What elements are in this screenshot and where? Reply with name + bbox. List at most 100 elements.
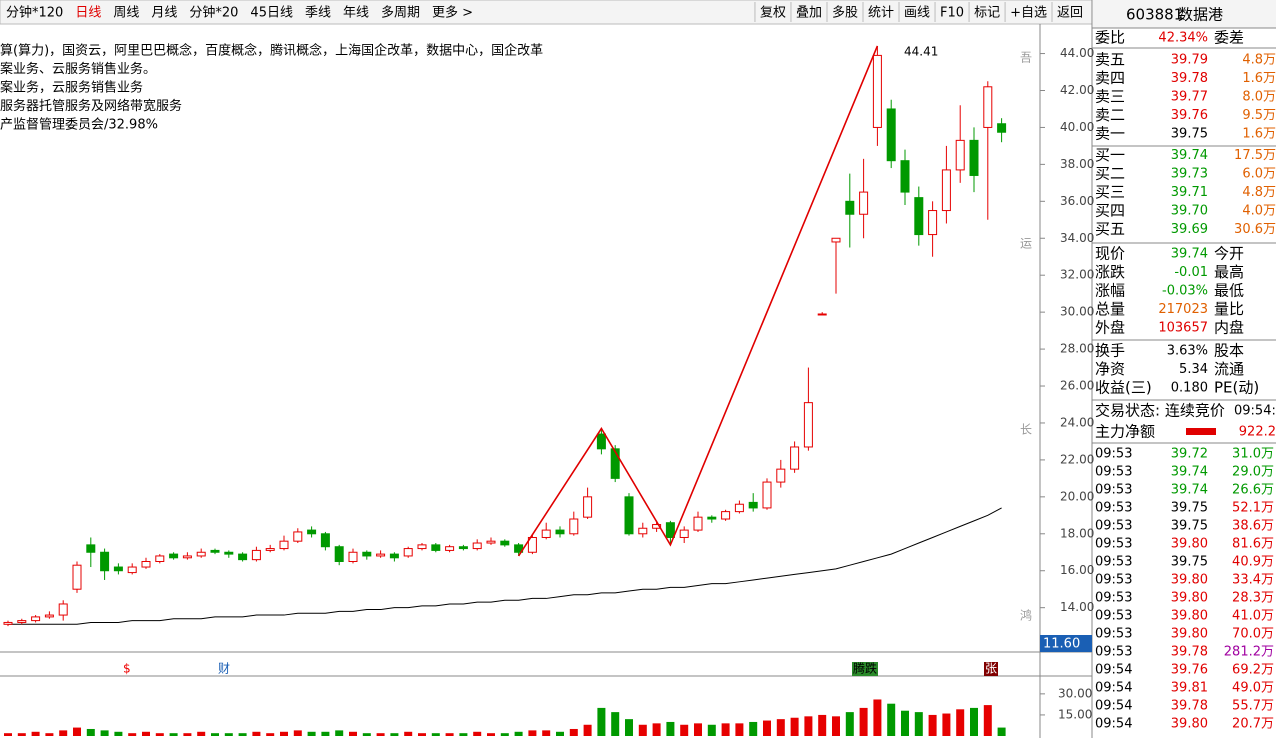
candle-body — [472, 542, 482, 550]
candle-body — [72, 564, 82, 590]
toolbar-button[interactable]: 统计 — [868, 6, 894, 21]
volume-bar — [100, 730, 109, 736]
candle-body — [886, 108, 896, 162]
candle-body — [983, 86, 993, 128]
peak-label: 44.41 — [904, 45, 938, 59]
book-label: 买四 — [1095, 202, 1125, 220]
volume-bar — [376, 733, 385, 736]
candle-body — [265, 548, 275, 551]
candle-body — [196, 551, 206, 557]
candle-body — [169, 553, 179, 559]
volume-bar — [418, 733, 426, 736]
concept-text: 服务器托管服务及网络带宽服务 — [0, 98, 182, 114]
trade-price: 39.80 — [1171, 627, 1208, 642]
candle-body — [638, 527, 648, 535]
main-flow-label: 主力净额 — [1095, 423, 1155, 441]
volume-bar — [845, 712, 854, 736]
toolbar-tab[interactable]: 年线 — [343, 6, 369, 21]
y-tick-label: 34.00 — [1060, 231, 1094, 245]
volume-bar — [280, 731, 288, 736]
volume-bar — [293, 730, 302, 736]
book-price: 39.73 — [1171, 167, 1208, 182]
volume-bar — [542, 730, 551, 736]
volume-bar — [183, 733, 192, 736]
toolbar-tab[interactable]: 分钟*120 — [6, 5, 63, 21]
book-price: 39.70 — [1171, 204, 1208, 219]
toolbar-tab[interactable]: 分钟*20 — [189, 5, 238, 21]
cursor-box — [1040, 635, 1092, 652]
trade-time: 09:53 — [1095, 645, 1132, 660]
candle-body — [610, 448, 620, 479]
candle-body — [776, 468, 786, 483]
ratio-value: 42.34% — [1158, 31, 1208, 46]
toolbar-button[interactable]: F10 — [940, 6, 964, 21]
stat-label: 现价 — [1095, 245, 1125, 263]
moving-average — [8, 507, 1002, 625]
book-label: 卖五 — [1095, 51, 1125, 69]
volume-bar — [832, 716, 840, 736]
volume-bar — [142, 731, 150, 736]
book-volume: 4.8万 — [1242, 185, 1276, 200]
candle-body — [665, 522, 675, 538]
toolbar-tab[interactable]: 月线 — [151, 6, 177, 21]
volume-bar — [31, 731, 40, 736]
toolbar-tab[interactable]: 周线 — [113, 6, 139, 21]
candle-body — [652, 524, 662, 529]
volume-bar — [528, 730, 537, 736]
candle-body — [969, 139, 979, 176]
volume-bar — [445, 733, 454, 736]
stat-label: 总量 — [1095, 300, 1125, 318]
book-label: 卖三 — [1095, 88, 1125, 106]
toolbar-tab[interactable]: 45日线 — [250, 6, 293, 21]
toolbar-button[interactable]: 多股 — [832, 5, 858, 21]
trade-time: 09:53 — [1095, 465, 1132, 480]
toolbar-tab[interactable]: 多周期 — [381, 5, 420, 21]
volume-bar — [266, 733, 275, 736]
volume-bar — [224, 733, 233, 736]
y-tick-label: 14.00 — [1060, 600, 1094, 614]
trade-volume: 29.0万 — [1232, 465, 1274, 480]
toolbar-button[interactable]: 叠加 — [796, 6, 822, 21]
trade-price: 39.81 — [1171, 681, 1208, 696]
candle-body — [279, 540, 289, 550]
toolbar-button[interactable]: 返回 — [1057, 6, 1083, 21]
candle-body — [997, 123, 1007, 133]
stat-label2: 今开 — [1214, 245, 1244, 263]
volume-bar — [155, 733, 164, 736]
trade-price: 39.75 — [1171, 519, 1208, 534]
book-price: 39.71 — [1171, 185, 1208, 200]
toolbar-button[interactable]: +自选 — [1010, 6, 1047, 21]
side-mark: 长 — [1020, 423, 1032, 437]
toolbar-button[interactable]: 复权 — [760, 5, 786, 21]
volume-bar — [804, 716, 813, 736]
candle-body — [500, 540, 510, 546]
trade-volume: 41.0万 — [1232, 609, 1274, 624]
candle-body — [693, 516, 703, 531]
volume-bar — [956, 709, 965, 736]
volume-bar — [694, 723, 702, 736]
book-price: 39.79 — [1171, 53, 1208, 68]
volume-bar — [73, 727, 81, 736]
volume-bar — [211, 733, 219, 736]
volume-bar — [859, 707, 868, 736]
cursor-price: 11.60 — [1043, 637, 1080, 652]
toolbar-tab[interactable]: 季线 — [305, 6, 331, 21]
candle-body — [141, 560, 151, 568]
candle-body — [624, 496, 634, 535]
toolbar-button[interactable]: 画线 — [904, 6, 930, 21]
toolbar-tab[interactable]: 日线 — [75, 6, 101, 21]
trade-price: 39.80 — [1171, 609, 1208, 624]
volume-bar — [583, 724, 592, 736]
candle-body — [58, 603, 68, 616]
ratio-label2: 委差 — [1214, 29, 1244, 47]
trade-volume: 28.3万 — [1232, 591, 1274, 606]
stat-value: 5.34 — [1179, 362, 1208, 377]
volume-bar — [197, 731, 206, 736]
toolbar-button[interactable]: 标记 — [974, 6, 1000, 21]
book-volume: 30.6万 — [1234, 222, 1276, 237]
candle-body — [900, 160, 910, 193]
toolbar-tab[interactable]: 更多 > — [432, 5, 473, 21]
book-price: 39.69 — [1171, 222, 1208, 237]
candle-body — [431, 544, 441, 551]
event-marker-box — [984, 662, 998, 676]
